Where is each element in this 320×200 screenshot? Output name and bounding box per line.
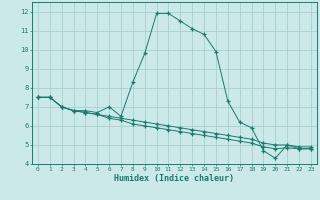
X-axis label: Humidex (Indice chaleur): Humidex (Indice chaleur) [115,174,234,183]
